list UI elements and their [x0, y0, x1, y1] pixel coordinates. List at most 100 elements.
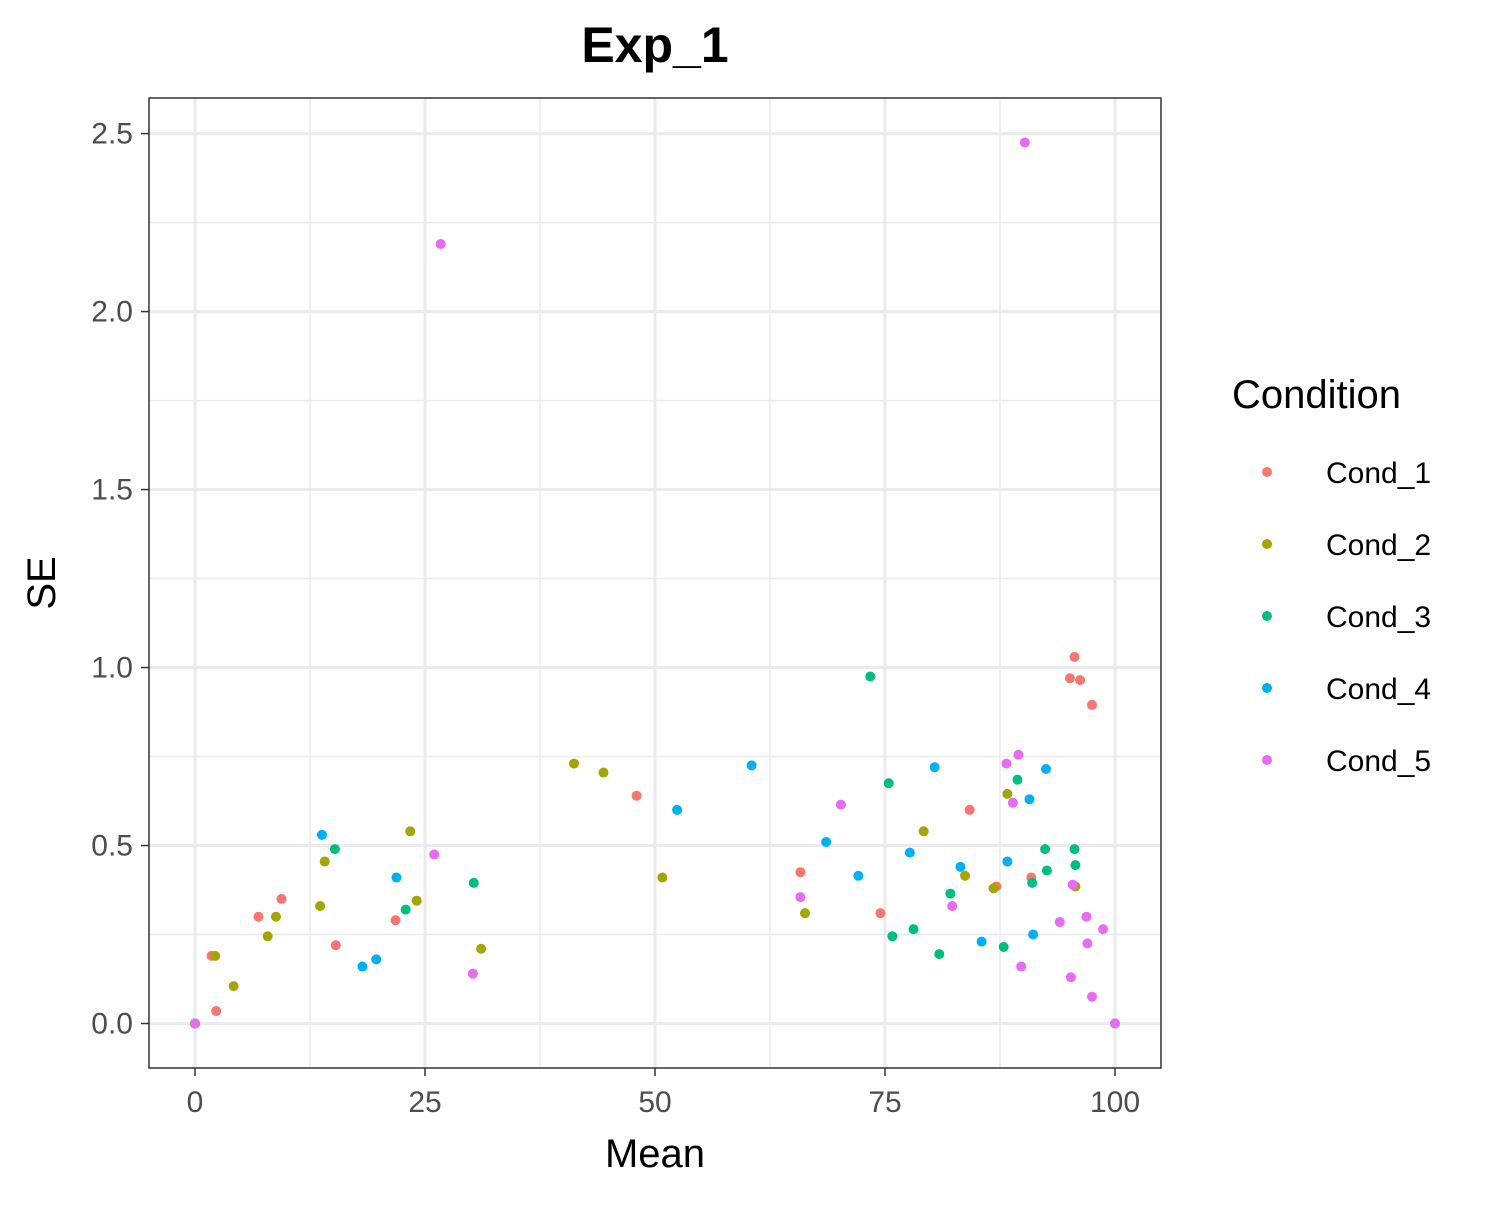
data-point-cond-3: [1040, 844, 1051, 855]
data-point-cond-5: [1087, 991, 1097, 1002]
y-tick-label: 0.0: [91, 1008, 133, 1041]
x-tick-label: 50: [638, 1086, 671, 1119]
data-point-cond-2: [960, 870, 971, 881]
data-point-cond-5: [1001, 758, 1012, 769]
data-point-cond-5: [835, 799, 846, 810]
data-point-cond-4: [357, 961, 368, 972]
chart-title: Exp_1: [581, 17, 728, 73]
legend-label: Cond_3: [1326, 601, 1431, 634]
data-point-cond-4: [929, 762, 940, 773]
data-points: [190, 137, 1120, 1029]
data-point-cond-2: [319, 856, 330, 867]
legend: Condition Cond_1 Cond_2 Cond_3 Cond_4 Cond_5: [1232, 373, 1431, 778]
data-point-cond-1: [211, 1006, 222, 1017]
data-point-cond-3: [1012, 774, 1023, 785]
data-point-cond-4: [955, 861, 966, 872]
data-point-cond-2: [411, 895, 422, 906]
data-point-cond-1: [1087, 699, 1097, 710]
data-point-cond-2: [657, 872, 668, 883]
data-point-cond-1: [276, 893, 287, 904]
data-point-cond-5: [1054, 917, 1065, 928]
data-point-cond-3: [1069, 844, 1080, 855]
data-point-cond-4: [391, 872, 402, 883]
data-point-cond-5: [947, 901, 958, 912]
legend-title: Condition: [1232, 373, 1401, 417]
x-tick-label: 100: [1090, 1086, 1140, 1119]
x-tick-label: 75: [868, 1086, 901, 1119]
data-point-cond-2: [988, 883, 999, 894]
data-point-cond-4: [672, 804, 683, 815]
x-axis-title: Mean: [605, 1132, 705, 1176]
data-point-cond-3: [998, 941, 1009, 952]
data-point-cond-4: [821, 836, 832, 847]
legend-label: Cond_2: [1326, 529, 1431, 562]
data-point-cond-5: [1065, 972, 1076, 983]
data-point-cond-3: [400, 904, 411, 915]
data-point-cond-5: [1016, 961, 1027, 972]
legend-key-cond-3: [1262, 611, 1272, 621]
y-axis: 0.0 0.5 1.0 1.5 2.0 2.5: [91, 118, 149, 1041]
legend-key-cond-5: [1262, 755, 1272, 765]
data-point-cond-3: [1027, 877, 1038, 888]
legend-label: Cond_4: [1326, 673, 1431, 706]
y-axis-title: SE: [20, 556, 64, 609]
data-point-cond-5: [1007, 797, 1018, 808]
y-tick-label: 2.5: [91, 118, 133, 151]
data-point-cond-1: [390, 915, 401, 926]
data-point-cond-2: [405, 826, 416, 837]
y-tick-label: 1.5: [91, 474, 133, 507]
data-point-cond-2: [210, 950, 221, 961]
data-point-cond-1: [875, 908, 886, 919]
x-tick-label: 25: [408, 1086, 441, 1119]
data-point-cond-1: [964, 804, 975, 815]
data-point-cond-4: [904, 847, 915, 858]
data-point-cond-5: [1082, 938, 1093, 949]
data-point-cond-5: [1013, 749, 1024, 760]
data-point-cond-3: [1070, 860, 1081, 871]
data-point-cond-2: [476, 943, 487, 954]
data-point-cond-3: [329, 844, 340, 855]
data-point-cond-1: [330, 940, 341, 951]
data-point-cond-5: [1067, 879, 1078, 890]
data-point-cond-5: [429, 849, 440, 860]
data-point-cond-2: [228, 981, 239, 992]
data-point-cond-3: [1041, 865, 1052, 876]
data-point-cond-2: [598, 767, 609, 778]
data-point-cond-3: [883, 778, 894, 789]
data-point-cond-1: [253, 911, 264, 922]
data-point-cond-3: [908, 924, 919, 935]
x-tick-label: 0: [187, 1086, 204, 1119]
data-point-cond-5: [467, 968, 478, 979]
data-point-cond-5: [1081, 911, 1092, 922]
data-point-cond-5: [435, 238, 446, 249]
data-point-cond-4: [1041, 763, 1051, 774]
data-point-cond-2: [270, 911, 281, 922]
data-point-cond-4: [1024, 794, 1035, 805]
legend-label: Cond_1: [1326, 457, 1431, 490]
data-point-cond-1: [1075, 675, 1086, 685]
data-point-cond-4: [1002, 856, 1013, 867]
legend-key-cond-1: [1262, 467, 1272, 477]
data-point-cond-3: [887, 931, 898, 942]
legend-label: Cond_5: [1326, 745, 1431, 778]
data-point-cond-1: [1069, 651, 1080, 662]
legend-items: Cond_1 Cond_2 Cond_3 Cond_4 Cond_5: [1262, 457, 1431, 778]
data-point-cond-1: [1064, 673, 1075, 684]
y-tick-label: 1.0: [91, 652, 133, 685]
data-point-cond-5: [795, 892, 806, 903]
data-point-cond-5: [1098, 924, 1109, 935]
y-tick-label: 2.0: [91, 296, 133, 329]
data-point-cond-5: [190, 1018, 200, 1029]
data-point-cond-4: [976, 936, 987, 947]
data-point-cond-3: [934, 949, 945, 960]
data-point-cond-2: [315, 901, 326, 912]
data-point-cond-4: [853, 870, 864, 881]
data-point-cond-2: [918, 826, 929, 837]
data-point-cond-3: [468, 877, 479, 888]
data-point-cond-2: [569, 758, 580, 769]
data-point-cond-2: [799, 908, 810, 919]
data-point-cond-4: [316, 829, 327, 840]
grid-lines: [149, 98, 1161, 1068]
